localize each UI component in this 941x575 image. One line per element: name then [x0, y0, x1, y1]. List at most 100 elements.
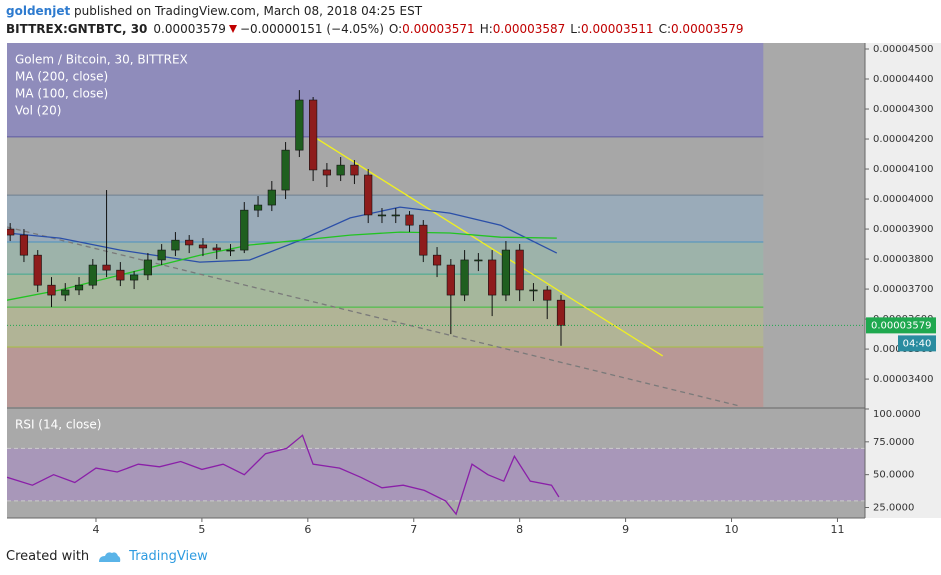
- ohlc-h: 0.00003587: [492, 22, 566, 36]
- y-tick-label: 0.00004400: [873, 74, 933, 85]
- candle-body: [405, 214, 414, 226]
- rsi-legend: RSI (14, close): [15, 418, 101, 432]
- rsi-tick-label: 75.0000: [873, 437, 914, 448]
- fib-band: [7, 307, 764, 347]
- candle-body: [543, 289, 552, 301]
- candle-body: [267, 189, 276, 206]
- moving-average: [7, 231, 557, 301]
- x-tick-label: 7: [410, 523, 417, 536]
- axes: 0.00004500 0.00004400 0.00004300 0.00004200…: [92, 44, 936, 536]
- candle-body: [171, 239, 180, 251]
- rsi-pane: [7, 434, 865, 516]
- y-tick-label: 0.00004100: [873, 164, 933, 175]
- header-line: BITTREX:GNTBTC, 30 0.00003579 −0.0000015…: [6, 22, 744, 36]
- candle-body: [281, 149, 290, 191]
- header-line: goldenjet published on TradingView.com, …: [6, 4, 422, 18]
- candle-body: [253, 204, 263, 211]
- user[interactable]: goldenjet: [6, 4, 71, 18]
- legend-entry: MA (100, close): [15, 87, 108, 101]
- candle-body: [364, 174, 373, 216]
- countdown-label: 04:40: [903, 338, 932, 349]
- candle-body: [157, 249, 166, 261]
- candle-body: [309, 99, 318, 171]
- tv-logo: [99, 551, 121, 562]
- change: −0.00000151 (−4.05%): [239, 22, 384, 36]
- ohlc-l-label: L:: [570, 22, 582, 36]
- candle-body: [377, 214, 387, 217]
- rsi-band: [7, 448, 865, 501]
- y-tick-label: 0.00003400: [873, 374, 933, 385]
- fib-band: [7, 346, 764, 407]
- candle-body: [432, 254, 442, 266]
- candle-body: [419, 224, 428, 256]
- candle-body: [460, 259, 469, 296]
- x-tick-label: 4: [92, 523, 99, 536]
- down-arrow: [228, 25, 237, 33]
- candle-body: [7, 228, 15, 236]
- ohlc-c: 0.00003579: [670, 22, 744, 36]
- candle-body: [102, 264, 111, 271]
- y-tick-label: 0.00004000: [873, 194, 933, 205]
- ohlc-l: 0.00003511: [581, 22, 654, 36]
- candle-body: [61, 289, 70, 296]
- candle-body: [295, 99, 304, 151]
- rsi-line: [7, 434, 560, 516]
- candle-body: [74, 284, 84, 291]
- candle-body: [474, 259, 483, 262]
- x-tick-label: 11: [830, 523, 844, 536]
- candle-body: [130, 274, 139, 281]
- y-tick-label: 0.00003700: [873, 284, 933, 295]
- x-tick-label: 5: [198, 523, 205, 536]
- candle-body: [556, 299, 566, 326]
- candle-body: [515, 249, 524, 291]
- x-tick-label: 10: [725, 523, 739, 536]
- candle-body: [143, 259, 152, 276]
- candle-body: [322, 169, 331, 176]
- candle-body: [240, 209, 249, 251]
- candle-body: [212, 247, 221, 251]
- candle-body: [226, 249, 235, 252]
- candle-body: [529, 289, 538, 292]
- trend-line: [313, 136, 664, 357]
- y-tick-label: 0.00003800: [873, 254, 933, 265]
- candle-body: [198, 244, 208, 249]
- candle-body: [391, 214, 400, 217]
- brand[interactable]: TradingView: [129, 549, 208, 564]
- price-axis-bg: [865, 43, 941, 518]
- x-tick-label: 6: [304, 523, 311, 536]
- candle-body: [185, 239, 194, 246]
- fib-band: [7, 43, 764, 137]
- candle-body: [88, 264, 97, 286]
- candle-body: [488, 259, 497, 296]
- last-price-box: [866, 317, 936, 334]
- ohlc-o: 0.00003571: [402, 22, 475, 36]
- created-with: Created with: [6, 549, 90, 564]
- ohlc-h-label: H:: [479, 22, 493, 36]
- y-tick-label: 0.00003900: [873, 224, 933, 235]
- y-tick-label: 0.00004200: [873, 134, 933, 145]
- candle-body: [336, 164, 345, 176]
- fib-band: [7, 136, 764, 196]
- ohlc-o-label: O:: [388, 22, 403, 36]
- rsi-tick-label: 50.0000: [873, 470, 914, 481]
- x-tick-label: 9: [622, 523, 629, 536]
- candle-body: [501, 249, 510, 296]
- pane-title: Golem / Bitcoin, 30, BITTREX: [15, 53, 188, 67]
- y-tick-label: 0.00004300: [873, 104, 933, 115]
- countdown-box: [898, 335, 936, 352]
- legend-entry: MA (200, close): [15, 70, 108, 84]
- x-tick-label: 8: [516, 523, 523, 536]
- symbol: BITTREX:GNTBTC, 30: [6, 22, 148, 36]
- last-price-label: 0.00003579: [871, 320, 931, 331]
- price: 0.00003579: [153, 22, 226, 36]
- published: published on TradingView.com, March 08, …: [74, 4, 423, 18]
- price-pane: [7, 43, 865, 407]
- candle-body: [116, 269, 125, 281]
- candle-body: [47, 284, 56, 296]
- footer: Created with TradingView: [6, 549, 208, 564]
- rsi-tick-label: 100.0000: [873, 409, 921, 420]
- candle-body: [19, 234, 29, 256]
- chart: 0.00004500 0.00004400 0.00004300 0.00004200…: [7, 43, 941, 536]
- ohlc-c-label: C:: [658, 22, 671, 36]
